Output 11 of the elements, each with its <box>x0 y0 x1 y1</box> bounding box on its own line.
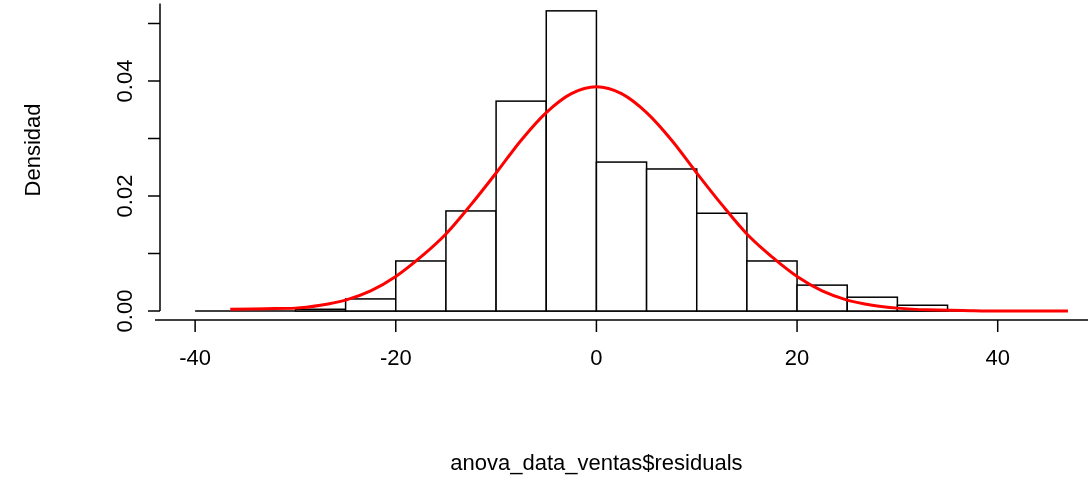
x-tick-label: -40 <box>179 345 212 370</box>
x-tick-label: 20 <box>784 345 810 370</box>
x-tick-label: 40 <box>985 345 1010 370</box>
y-tick-label: 0.04 <box>112 59 137 103</box>
y-tick-label: 0.02 <box>112 174 137 218</box>
y-tick-label: 0.00 <box>112 289 137 333</box>
x-tick-label: 0 <box>590 345 603 370</box>
x-tick-label: -20 <box>379 345 412 370</box>
y-axis-title: Densidad <box>20 103 45 197</box>
line-series <box>228 85 1070 313</box>
x-axis-title: anova_data_ventas$residuals <box>450 450 743 475</box>
